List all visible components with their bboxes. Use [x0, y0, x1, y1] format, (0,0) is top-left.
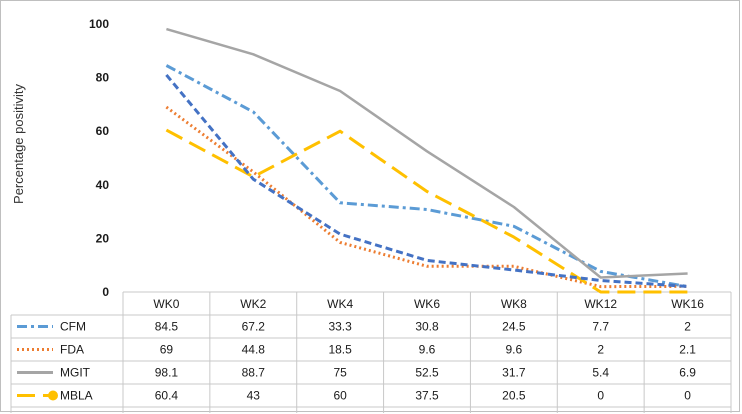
data-label-cfm-wk2: 67.2: [242, 320, 266, 334]
data-label-mgit-wk4: 75: [333, 366, 347, 380]
data-label-mb7h11s-wk4: 21.6: [328, 412, 352, 414]
data-label-mb7h11s-wk0: 81: [160, 412, 174, 414]
x-category-label-wk2: WK2: [240, 297, 266, 311]
legend-label-fda: FDA: [60, 343, 84, 357]
y-axis: 0 20 40 60 80 100: [89, 17, 109, 299]
data-label-cfm-wk12: 7.7: [592, 320, 609, 334]
x-category-label-wk0: WK0: [153, 297, 179, 311]
x-category-label-wk12: WK12: [584, 297, 617, 311]
series-line-mgit: [166, 27, 688, 279]
x-category-label-wk6: WK6: [414, 297, 440, 311]
plot-area: [165, 27, 688, 294]
data-table: WK0 WK2 WK4 WK6 WK8 WK12 WK16 CFM 84.5 67.2 33.3 30…: [10, 291, 732, 414]
data-label-mbla-wk4: 60: [333, 389, 347, 403]
series-line-cfm: [165, 64, 688, 289]
data-label-mb7h11s-wk6: 11.8: [416, 412, 439, 414]
y-tick-label-20: 20: [96, 231, 110, 245]
data-label-fda-wk8: 9.6: [506, 343, 523, 357]
data-label-cfm-wk8: 24.5: [502, 320, 526, 334]
legend-label-mbla: MBLA: [60, 389, 93, 403]
data-label-mgit-wk12: 5.4: [592, 366, 609, 380]
data-label-mb7h11s-wk16: 2.1: [679, 412, 696, 414]
data-label-mbla-wk16: 0: [684, 389, 691, 403]
data-label-mgit-wk2: 88.7: [242, 366, 266, 380]
data-label-fda-wk12: 2: [597, 343, 604, 357]
data-label-mbla-wk6: 37.5: [415, 389, 439, 403]
data-label-mb7h11s-wk2: 42.1: [242, 412, 266, 414]
data-label-mb7h11s-wk12: 4.3: [592, 412, 609, 414]
data-label-cfm-wk16: 2: [684, 320, 691, 334]
data-label-mb7h11s-wk8: 8.2: [506, 412, 523, 414]
data-label-mgit-wk0: 98.1: [155, 366, 179, 380]
series-line-fda: [165, 105, 688, 289]
data-label-fda-wk4: 18.5: [328, 343, 352, 357]
data-label-cfm-wk6: 30.8: [415, 320, 439, 334]
x-category-label-wk8: WK8: [501, 297, 527, 311]
series-line-mb7h11s: [165, 73, 688, 288]
data-label-mgit-wk16: 6.9: [679, 366, 696, 380]
data-label-mgit-wk8: 31.7: [502, 366, 526, 380]
data-label-mbla-wk8: 20.5: [502, 389, 526, 403]
x-category-label-wk4: WK4: [327, 297, 353, 311]
y-tick-label-100: 100: [89, 17, 109, 31]
y-axis-title: Percentage positivity: [11, 84, 26, 204]
series-line-mbla: [165, 128, 688, 294]
y-tick-label-60: 60: [96, 124, 110, 138]
data-label-fda-wk16: 2.1: [679, 343, 696, 357]
data-label-fda-wk0: 69: [160, 343, 174, 357]
data-label-cfm-wk4: 33.3: [328, 320, 352, 334]
data-label-fda-wk2: 44.8: [242, 343, 266, 357]
data-label-fda-wk6: 9.6: [419, 343, 436, 357]
data-label-mbla-wk12: 0: [597, 389, 604, 403]
x-category-label-wk16: WK16: [671, 297, 704, 311]
legend-label-mb7h11s: MB7H11S: [60, 412, 114, 414]
y-tick-label-40: 40: [96, 178, 110, 192]
data-label-mbla-wk2: 43: [247, 389, 261, 403]
legend-label-cfm: CFM: [60, 320, 86, 334]
data-label-mgit-wk6: 52.5: [415, 366, 439, 380]
y-tick-label-0: 0: [102, 285, 109, 299]
data-label-mbla-wk0: 60.4: [155, 389, 179, 403]
legend-marker-mbla: [48, 390, 58, 401]
y-tick-label-80: 80: [96, 71, 110, 85]
legend-label-mgit: MGIT: [60, 366, 91, 380]
data-label-cfm-wk0: 84.5: [155, 320, 179, 334]
